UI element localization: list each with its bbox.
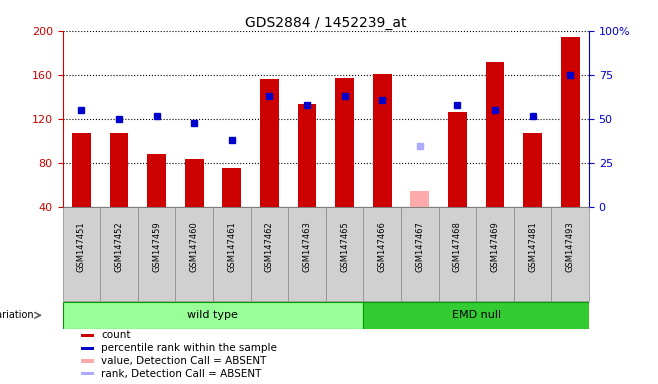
FancyBboxPatch shape: [100, 207, 138, 301]
Text: value, Detection Call = ABSENT: value, Detection Call = ABSENT: [101, 356, 266, 366]
Bar: [372, 74, 392, 207]
Bar: [81, 359, 93, 362]
FancyBboxPatch shape: [438, 207, 476, 301]
FancyBboxPatch shape: [63, 207, 100, 301]
Title: GDS2884 / 1452239_at: GDS2884 / 1452239_at: [245, 16, 407, 30]
Text: GSM147459: GSM147459: [152, 222, 161, 272]
FancyBboxPatch shape: [401, 207, 438, 301]
FancyBboxPatch shape: [551, 207, 589, 301]
Bar: [81, 372, 93, 375]
Text: GSM147468: GSM147468: [453, 222, 462, 272]
Bar: [81, 334, 93, 337]
Text: GSM147469: GSM147469: [490, 222, 499, 272]
Text: GSM147460: GSM147460: [190, 222, 199, 272]
Text: GSM147481: GSM147481: [528, 222, 537, 272]
FancyBboxPatch shape: [63, 302, 363, 329]
Bar: [335, 78, 354, 207]
FancyBboxPatch shape: [363, 207, 401, 301]
Text: GSM147493: GSM147493: [566, 222, 574, 272]
Bar: [448, 113, 467, 207]
FancyBboxPatch shape: [476, 207, 514, 301]
Text: GSM147452: GSM147452: [114, 222, 124, 272]
Bar: [81, 347, 93, 350]
Text: rank, Detection Call = ABSENT: rank, Detection Call = ABSENT: [101, 369, 262, 379]
FancyBboxPatch shape: [326, 207, 363, 301]
Bar: [411, 191, 429, 207]
Bar: [185, 159, 203, 207]
Bar: [147, 154, 166, 207]
Bar: [523, 133, 542, 207]
Text: genotype/variation: genotype/variation: [0, 310, 34, 320]
Text: GSM147461: GSM147461: [227, 222, 236, 272]
FancyBboxPatch shape: [138, 207, 175, 301]
Text: percentile rank within the sample: percentile rank within the sample: [101, 343, 277, 353]
Text: wild type: wild type: [188, 310, 238, 320]
Text: EMD null: EMD null: [451, 310, 501, 320]
Text: GSM147451: GSM147451: [77, 222, 86, 272]
Text: count: count: [101, 331, 131, 341]
Bar: [561, 37, 580, 207]
Bar: [109, 133, 128, 207]
Bar: [222, 167, 241, 207]
Bar: [260, 79, 279, 207]
Bar: [486, 61, 504, 207]
Text: GSM147467: GSM147467: [415, 222, 424, 272]
Text: GSM147466: GSM147466: [378, 222, 387, 272]
FancyBboxPatch shape: [175, 207, 213, 301]
FancyBboxPatch shape: [514, 207, 551, 301]
Text: GSM147463: GSM147463: [303, 222, 311, 272]
FancyBboxPatch shape: [213, 207, 251, 301]
FancyBboxPatch shape: [288, 207, 326, 301]
Bar: [297, 104, 316, 207]
Bar: [72, 133, 91, 207]
FancyBboxPatch shape: [251, 207, 288, 301]
FancyBboxPatch shape: [363, 302, 589, 329]
Text: GSM147462: GSM147462: [265, 222, 274, 272]
Text: GSM147465: GSM147465: [340, 222, 349, 272]
